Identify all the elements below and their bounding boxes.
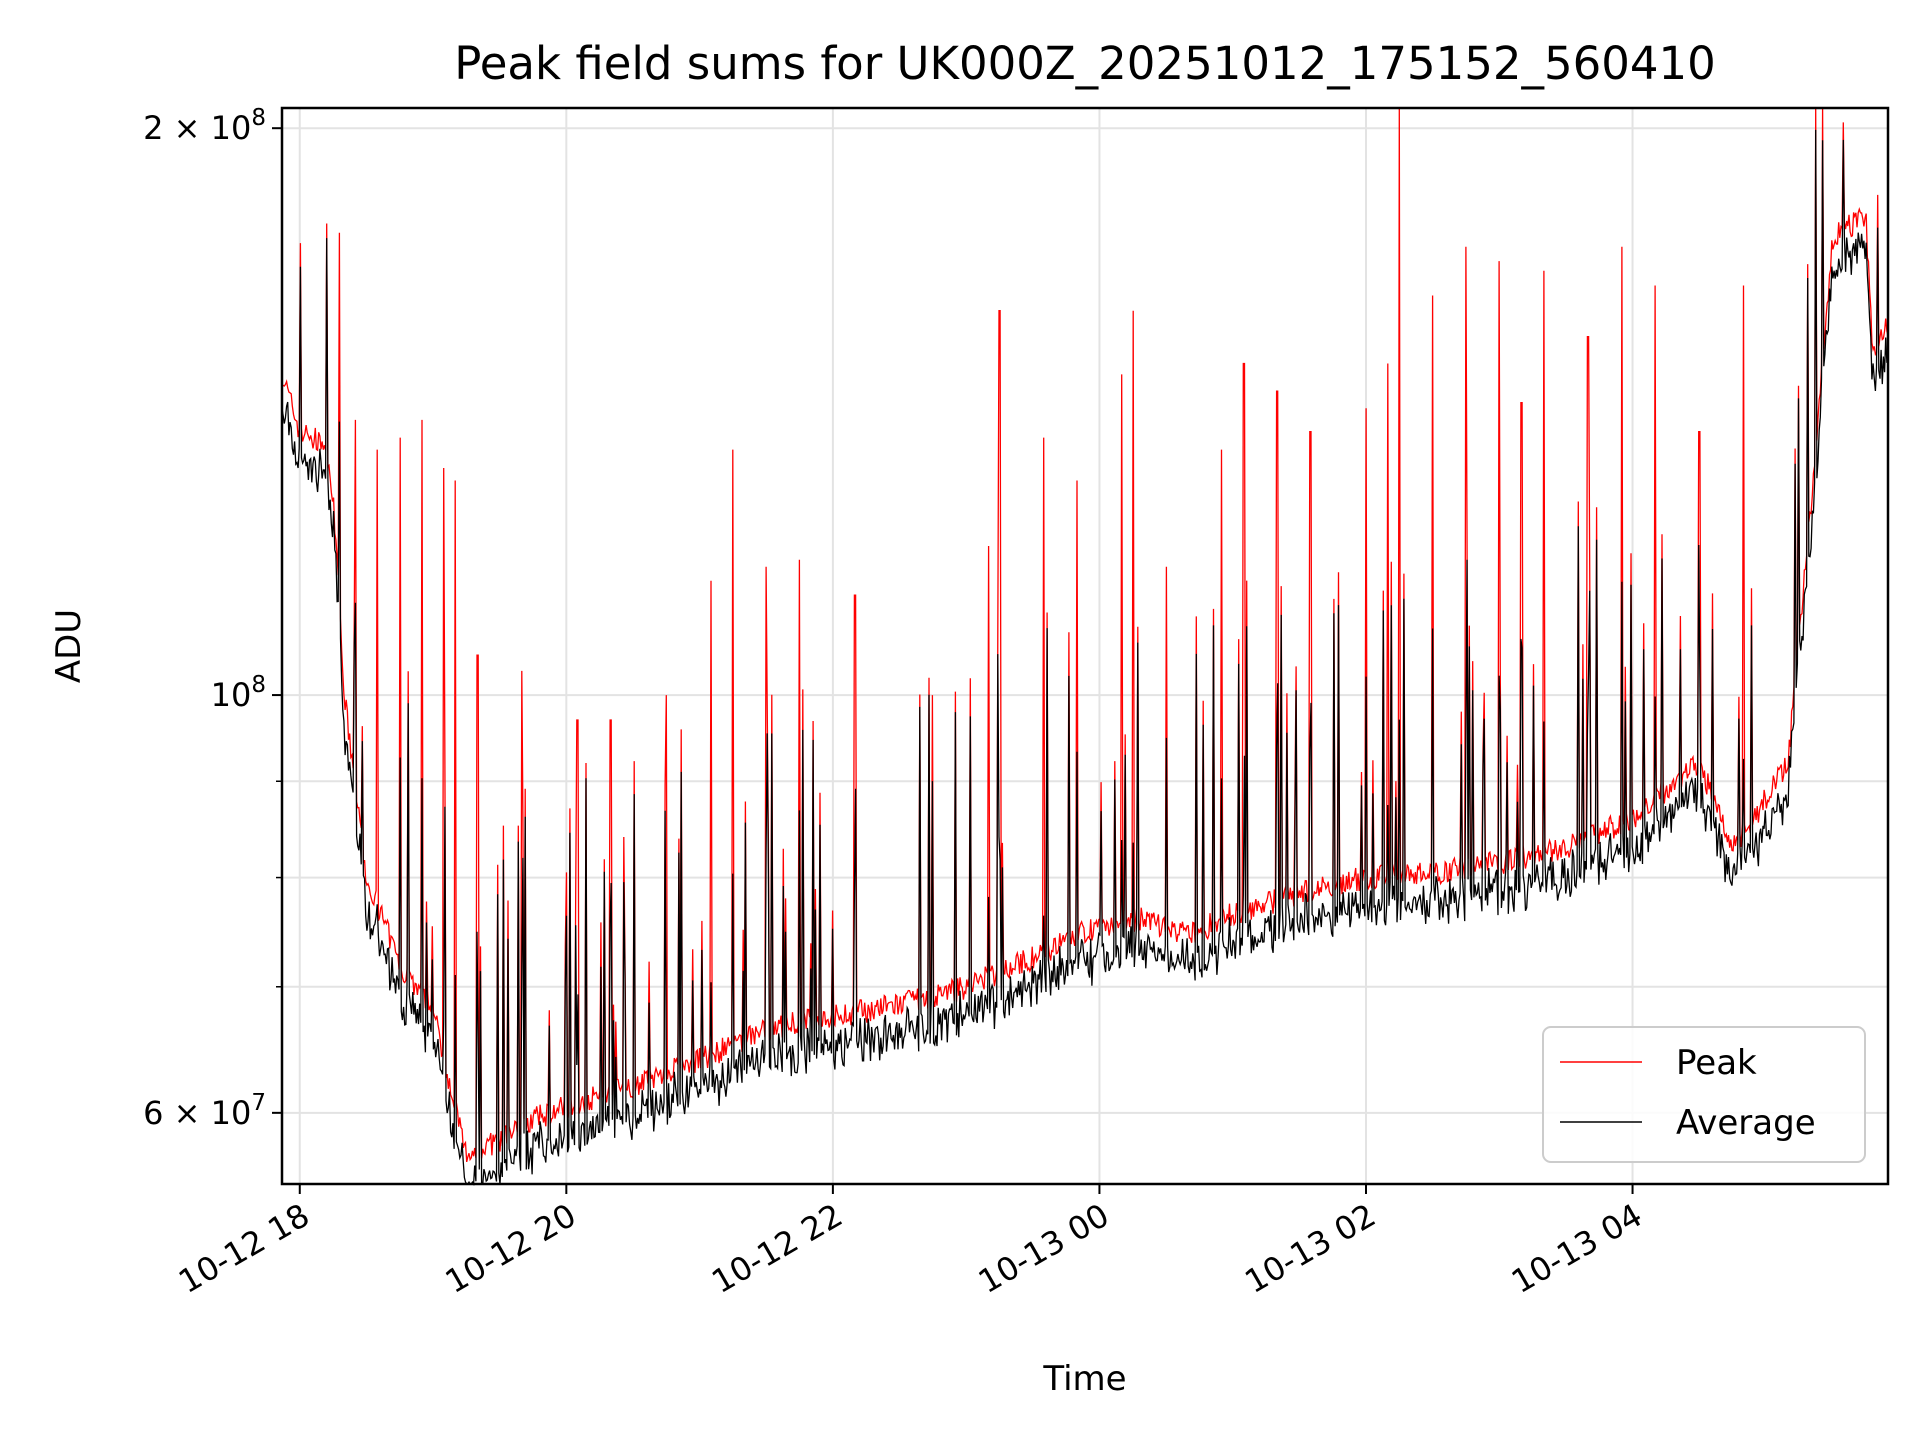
y-tick-label: 2 × 108 xyxy=(143,105,266,147)
y-tick-label: 6 × 107 xyxy=(143,1090,266,1132)
x-axis-label: Time xyxy=(1042,1359,1126,1399)
legend-peak-label: Peak xyxy=(1676,1043,1757,1083)
plot-frame xyxy=(280,106,1890,1186)
average-series-line xyxy=(281,129,1889,1187)
chart-title: Peak field sums for UK000Z_20251012_1751… xyxy=(454,37,1716,90)
legend-average-label: Average xyxy=(1676,1103,1816,1143)
y-axis-label: ADU xyxy=(49,609,89,683)
legend-box xyxy=(1542,1026,1866,1163)
y-tick-label: 108 xyxy=(211,672,266,714)
legend: Peak Average xyxy=(1542,1026,1866,1163)
series-layer xyxy=(281,107,1889,1187)
